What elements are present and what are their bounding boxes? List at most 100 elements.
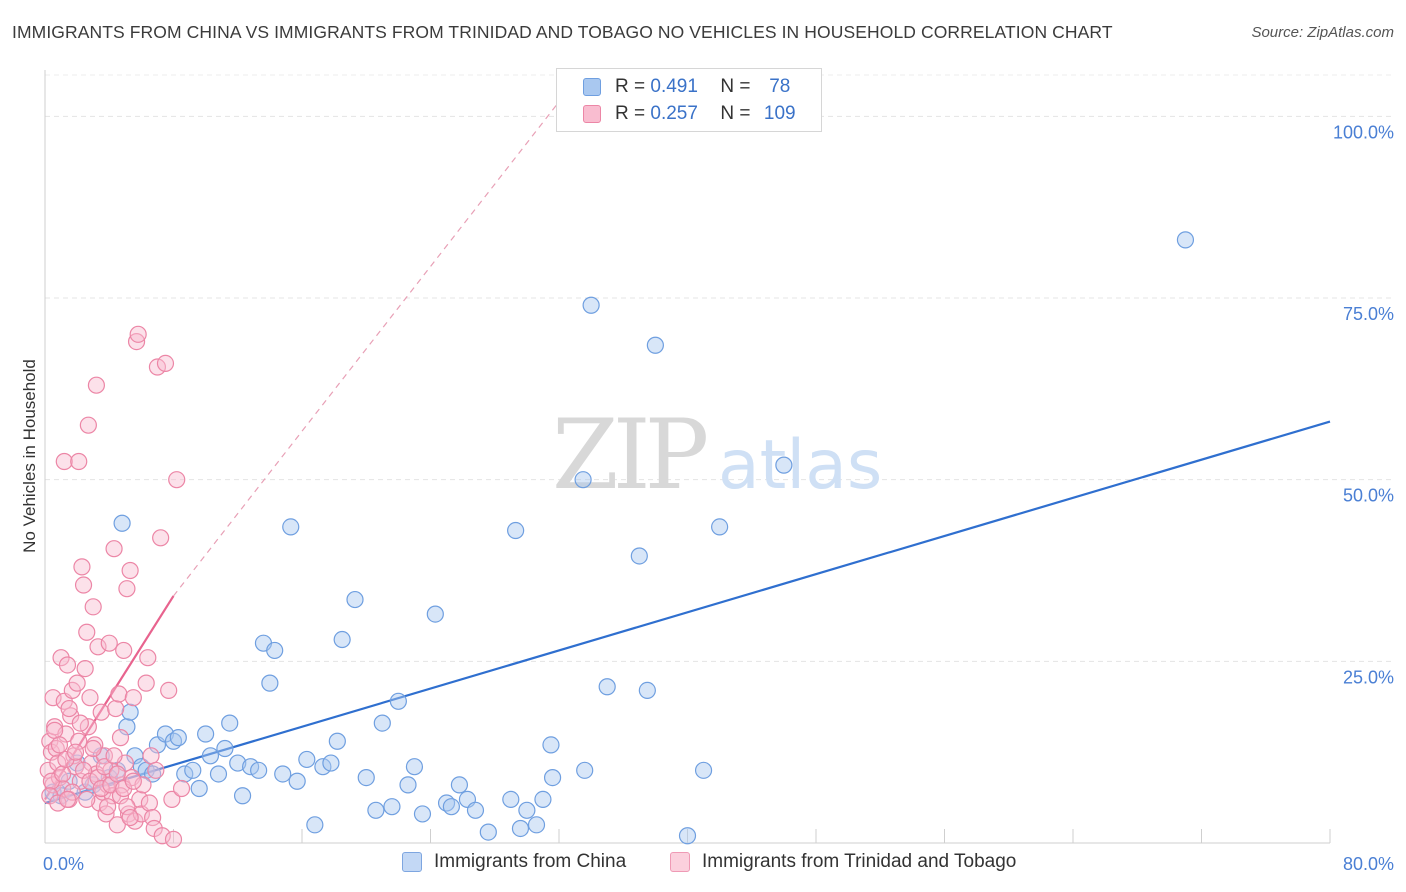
trinidad-point [81,689,99,707]
china-point [638,681,656,700]
trinidad-point [156,354,175,372]
watermark: ZIP atlas [552,399,882,511]
china-point [242,758,260,776]
legend-swatch-china [583,78,601,96]
legend-r-label: R = [615,103,646,124]
trinidad-point [84,739,102,758]
x-tick-label: 80.0% [1343,854,1394,874]
bottom-legend-label-china: Immigrants from China [434,851,627,872]
y-tick-label: 50.0% [1343,486,1394,506]
legend-n-label: N = [720,76,751,97]
china-point [775,456,793,474]
data-points [39,231,1195,848]
china-point [518,801,536,819]
trinidad-trend-extension [173,101,560,597]
china-point [534,790,552,809]
legend-swatch-trinidad [583,105,601,123]
china-point [507,521,525,540]
x-tick-label: 0.0% [43,854,84,874]
trinidad-point [84,598,102,616]
bottom-legend-trinidad: Immigrants from Trinidad and Tobago [670,851,1016,873]
trinidad-point [78,790,96,809]
china-point [399,776,417,794]
trinidad-point [71,714,89,732]
trinidad-point [70,732,88,750]
china-point [274,765,292,783]
legend-box: R = 0.491 N = 78 R = 0.257 N = 109 [556,68,822,132]
china-point [598,678,616,696]
trinidad-trend-line [44,595,175,800]
china-point [333,630,351,649]
trinidad-point [105,747,123,765]
china-point [197,725,215,743]
trinidad-point [108,816,126,834]
trinidad-point [163,790,181,809]
trinidad-point [91,794,109,812]
china-point [266,641,284,660]
trinidad-point [44,689,62,707]
trinidad-point [87,376,106,394]
trinidad-point [110,685,128,703]
trinidad-point [148,358,167,376]
trinidad-point [49,754,67,772]
legend-r-label: R = [615,76,646,97]
legend-n-value-trinidad: 109 [763,103,796,124]
china-point [711,518,729,536]
bottom-legend: Immigrants from China Immigrants from Tr… [0,851,1406,877]
source-label: Source: ZipAtlas.com [1251,24,1394,41]
trinidad-point [73,558,91,576]
china-point [113,514,131,532]
trinidad-point [92,703,110,721]
watermark-zip: ZIP [552,399,707,511]
trinidad-point [89,638,107,656]
trinidad-point [78,623,96,641]
trinidad-point [92,779,110,798]
trinidad-point [142,747,160,765]
trinidad-point [57,725,75,743]
bottom-legend-swatch-china [402,852,422,872]
china-point [314,758,332,776]
china-point [574,471,592,489]
trinidad-point [129,325,147,343]
china-point [328,732,346,750]
china-point [426,605,444,623]
tick-labels: 25.0% 50.0% 75.0% 100.0% 0.0% 80.0% [43,122,1394,874]
china-point [346,590,364,609]
china-point [233,787,252,805]
trinidad-point [118,798,136,816]
china-point [221,714,239,732]
trinidad-point [102,776,120,794]
bottom-legend-label-trinidad: Immigrants from Trinidad and Tobago [702,851,1017,872]
china-point [261,674,279,692]
trinidad-point [58,790,77,809]
trinidad-point [89,768,107,787]
china-point [357,768,375,787]
chart-title: IMMIGRANTS FROM CHINA VS IMMIGRANTS FROM… [12,22,1113,42]
trinidad-point [147,761,165,779]
china-point [169,729,187,747]
legend-r-value-china: 0.491 [650,76,698,97]
trinidad-point [74,576,93,594]
legend-r-value-trinidad: 0.257 [650,103,698,124]
legend-row-trinidad: R = 0.257 N = 109 [583,101,804,127]
china-point [511,819,530,838]
china-point [413,805,432,823]
trinidad-point [111,729,130,747]
trinidad-point [68,674,86,692]
trinidad-point [95,758,114,776]
y-tick-label: 25.0% [1343,667,1394,687]
china-point [442,798,460,816]
china-point [405,758,424,776]
china-point [201,747,220,765]
china-point [502,790,520,809]
china-point [576,761,594,779]
trinidad-point [76,659,94,678]
china-point [298,750,316,769]
china-point [383,798,401,816]
china-point [479,823,497,841]
legend-n-label: N = [720,103,751,124]
china-point [466,801,485,819]
china-point [694,761,713,779]
china-point [630,547,648,565]
china-trend-line [44,420,1331,805]
